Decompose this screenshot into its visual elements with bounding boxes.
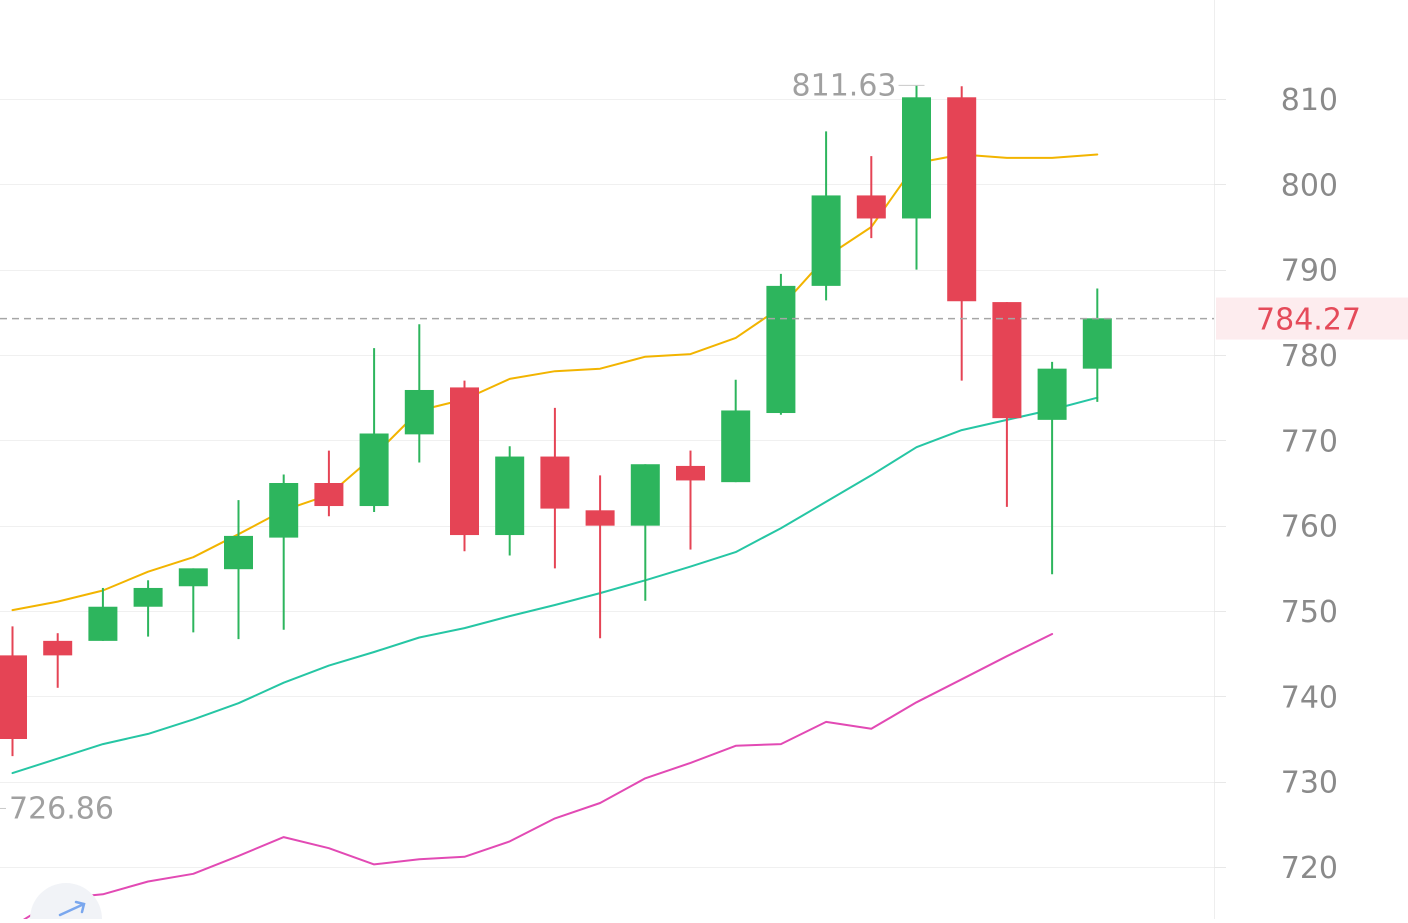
candle-body bbox=[856, 195, 886, 219]
candle-body bbox=[585, 510, 615, 526]
candle bbox=[856, 156, 886, 239]
y-tick-label: 810 bbox=[1281, 83, 1338, 118]
candle bbox=[811, 131, 841, 301]
candle-body bbox=[224, 535, 253, 570]
candle bbox=[495, 446, 525, 556]
extreme-markers: 811.63 726.86 bbox=[0, 68, 925, 826]
candle-body bbox=[314, 483, 344, 507]
grid bbox=[0, 0, 1215, 919]
candle bbox=[269, 474, 299, 630]
candle bbox=[1037, 361, 1067, 575]
candle-body bbox=[676, 465, 705, 481]
candle-body bbox=[1037, 368, 1067, 420]
price-indicator: 784.27 bbox=[0, 297, 1408, 340]
floating-button bbox=[30, 883, 102, 923]
candle bbox=[359, 348, 389, 513]
candle bbox=[630, 464, 660, 601]
candle bbox=[902, 85, 931, 270]
candle bbox=[0, 626, 27, 757]
candle-body bbox=[178, 568, 208, 587]
candle-body bbox=[404, 389, 434, 435]
candle-body bbox=[359, 433, 389, 507]
candle bbox=[178, 568, 208, 633]
candle bbox=[43, 633, 73, 688]
y-tick-label: 730 bbox=[1281, 766, 1338, 801]
candle-body bbox=[43, 640, 73, 656]
candle-body bbox=[88, 606, 118, 641]
y-tick-label: 790 bbox=[1281, 254, 1338, 289]
max-marker-label: 811.63 bbox=[792, 68, 897, 103]
candle bbox=[88, 587, 118, 641]
arrow-icon bbox=[58, 900, 86, 917]
y-tick-label: 770 bbox=[1281, 424, 1338, 459]
candle-body bbox=[269, 483, 299, 538]
y-tick-label: 800 bbox=[1281, 168, 1338, 203]
candle-body bbox=[133, 587, 163, 607]
candle-body bbox=[450, 387, 479, 536]
overlay bbox=[30, 883, 102, 923]
candle bbox=[540, 407, 570, 569]
candle bbox=[224, 500, 253, 640]
candle-body bbox=[0, 655, 27, 739]
candle-body bbox=[947, 97, 977, 302]
y-tick-label: 780 bbox=[1281, 339, 1338, 374]
candle-body bbox=[495, 456, 525, 536]
y-tick-label: 760 bbox=[1281, 510, 1338, 545]
candle-body bbox=[902, 97, 931, 219]
candles bbox=[0, 85, 1112, 757]
candle-body bbox=[721, 410, 751, 483]
candle bbox=[404, 324, 434, 463]
candle bbox=[992, 302, 1022, 507]
ma-line-3 bbox=[16, 633, 1054, 923]
candle bbox=[133, 580, 163, 637]
candle bbox=[947, 86, 977, 381]
candle-body bbox=[992, 302, 1022, 419]
candle bbox=[766, 273, 796, 415]
current-price-box bbox=[1216, 297, 1408, 340]
candle-body bbox=[540, 456, 570, 509]
candle bbox=[450, 380, 479, 552]
candle bbox=[721, 379, 751, 483]
min-marker-label: 726.86 bbox=[9, 791, 114, 826]
ma-line-2 bbox=[11, 396, 1099, 775]
candle bbox=[1082, 288, 1112, 402]
current-price-label: 784.27 bbox=[1256, 303, 1361, 338]
candle bbox=[585, 475, 615, 639]
candle-body bbox=[766, 285, 796, 414]
y-axis: 810 800 790 780 770 760 750 740 730 720 bbox=[1214, 83, 1338, 886]
candle-body bbox=[1082, 318, 1112, 369]
candle-body bbox=[630, 464, 660, 526]
candle bbox=[676, 450, 705, 550]
y-tick-label: 740 bbox=[1281, 680, 1338, 715]
y-tick-label: 720 bbox=[1281, 851, 1338, 886]
candle-body bbox=[811, 195, 841, 286]
candle bbox=[314, 450, 344, 517]
y-tick-label: 750 bbox=[1281, 595, 1338, 630]
